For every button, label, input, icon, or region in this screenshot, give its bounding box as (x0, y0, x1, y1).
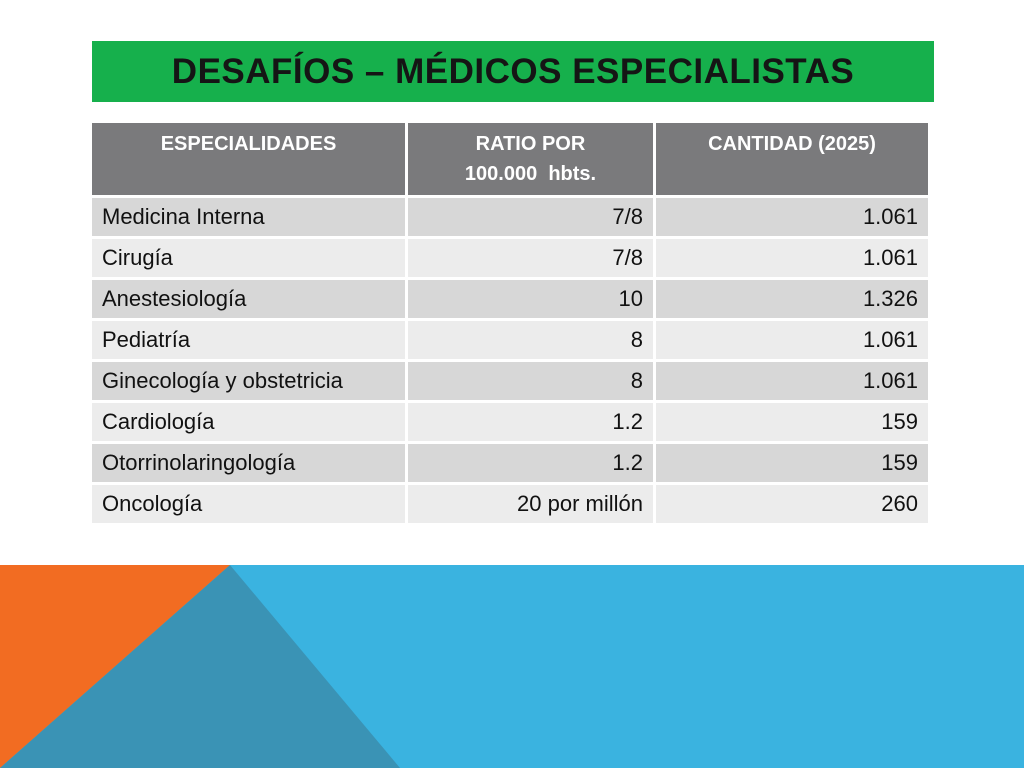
cell-quantity: 159 (656, 403, 928, 441)
cell-ratio: 7/8 (408, 198, 653, 236)
cell-ratio: 8 (408, 321, 653, 359)
cell-quantity: 1.061 (656, 362, 928, 400)
cell-ratio: 20 por millón (408, 485, 653, 523)
cell-quantity: 260 (656, 485, 928, 523)
cell-specialty: Medicina Interna (92, 198, 405, 236)
table-row: Pediatría 8 1.061 (92, 321, 928, 359)
header-ratio-line2: 100.000 hbts. (464, 163, 597, 185)
cell-quantity: 1.061 (656, 198, 928, 236)
cell-ratio: 8 (408, 362, 653, 400)
cell-ratio: 7/8 (408, 239, 653, 277)
slide-title: DESAFÍOS – MÉDICOS ESPECIALISTAS (171, 52, 855, 91)
cell-specialty: Anestesiología (92, 280, 405, 318)
specialists-table: ESPECIALIDADES RATIO POR 100.000 hbts. C… (89, 120, 931, 526)
table-row: Cardiología 1.2 159 (92, 403, 928, 441)
header-ratio: RATIO POR 100.000 hbts. (408, 123, 653, 195)
decorative-footer-shapes (0, 565, 1024, 768)
header-specialty: ESPECIALIDADES (92, 123, 405, 195)
header-quantity: CANTIDAD (2025) (656, 123, 928, 195)
cell-quantity: 1.061 (656, 321, 928, 359)
cell-specialty: Cardiología (92, 403, 405, 441)
cell-specialty: Pediatría (92, 321, 405, 359)
table-row: Otorrinolaringología 1.2 159 (92, 444, 928, 482)
table-header-row: ESPECIALIDADES RATIO POR 100.000 hbts. C… (92, 123, 928, 195)
cell-specialty: Cirugía (92, 239, 405, 277)
table-row: Anestesiología 10 1.326 (92, 280, 928, 318)
cell-quantity: 159 (656, 444, 928, 482)
deco-teal-triangle (0, 565, 400, 768)
cell-quantity: 1.061 (656, 239, 928, 277)
title-banner: DESAFÍOS – MÉDICOS ESPECIALISTAS (92, 41, 934, 102)
cell-quantity: 1.326 (656, 280, 928, 318)
table-row: Ginecología y obstetricia 8 1.061 (92, 362, 928, 400)
table-row: Oncología 20 por millón 260 (92, 485, 928, 523)
cell-ratio: 1.2 (408, 444, 653, 482)
table-row: Cirugía 7/8 1.061 (92, 239, 928, 277)
cell-ratio: 1.2 (408, 403, 653, 441)
header-ratio-line1: RATIO POR (475, 133, 586, 155)
cell-specialty: Oncología (92, 485, 405, 523)
table-row: Medicina Interna 7/8 1.061 (92, 198, 928, 236)
cell-ratio: 10 (408, 280, 653, 318)
cell-specialty: Ginecología y obstetricia (92, 362, 405, 400)
cell-specialty: Otorrinolaringología (92, 444, 405, 482)
